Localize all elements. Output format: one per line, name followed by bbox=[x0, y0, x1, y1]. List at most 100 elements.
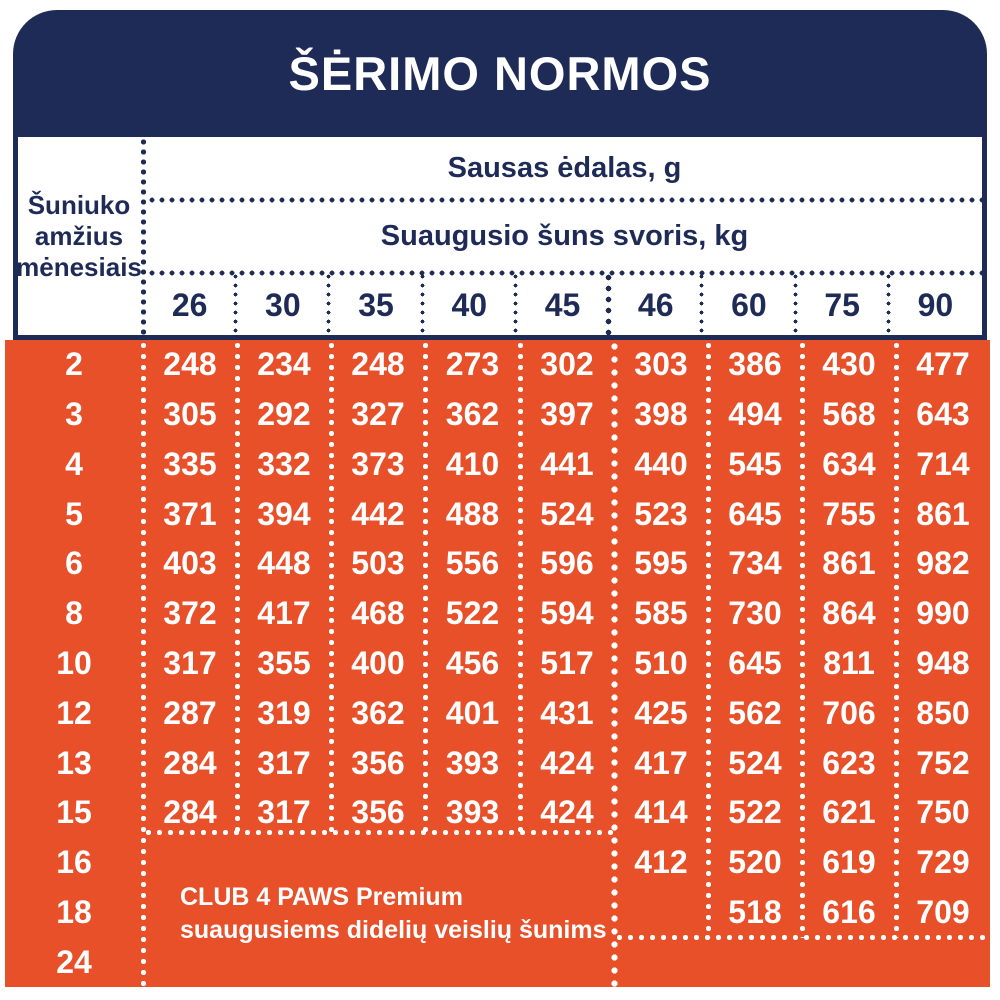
value-cell-6-26: 403 bbox=[163, 545, 217, 582]
value-cell-6-45: 596 bbox=[540, 545, 594, 582]
age-label-line: amžius bbox=[34, 220, 124, 251]
value-cell-10-30: 355 bbox=[257, 644, 311, 681]
age-cell-24: 24 bbox=[56, 943, 92, 980]
value-cell-8-45: 594 bbox=[540, 595, 594, 632]
value-cell-12-90: 850 bbox=[916, 694, 970, 731]
value-cell-13-40: 393 bbox=[445, 744, 500, 781]
weight-col-40: 40 bbox=[419, 272, 516, 339]
value-cell-15-60: 522 bbox=[728, 794, 782, 831]
dry-food-header: Sausas ėdalas, g bbox=[447, 152, 682, 184]
value-cell-4-45: 441 bbox=[540, 445, 594, 482]
value-cell-3-45: 397 bbox=[540, 396, 594, 433]
value-cell-6-75: 861 bbox=[822, 545, 876, 582]
value-cell-2-26: 248 bbox=[163, 346, 217, 383]
value-cell-5-45: 524 bbox=[540, 495, 594, 532]
value-cell-13-45: 424 bbox=[540, 744, 594, 781]
value-cell-18-60: 518 bbox=[728, 893, 782, 930]
age-cell-12: 12 bbox=[56, 694, 92, 731]
value-cell-13-26: 284 bbox=[163, 744, 217, 781]
value-cell-18-90: 709 bbox=[916, 893, 970, 930]
age-cell-18: 18 bbox=[56, 893, 92, 930]
age-cell-5: 5 bbox=[65, 495, 83, 532]
column-separator-dotted-line bbox=[893, 340, 900, 938]
weight-col-46: 46 bbox=[605, 272, 702, 339]
value-cell-15-90: 750 bbox=[916, 794, 970, 831]
value-cell-12-45: 431 bbox=[540, 694, 594, 731]
value-cell-15-35: 356 bbox=[351, 794, 405, 831]
value-cell-10-45: 517 bbox=[540, 644, 594, 681]
value-cell-12-40: 401 bbox=[445, 694, 500, 731]
age-cell-2: 2 bbox=[65, 346, 83, 383]
weight-col-45: 45 bbox=[512, 272, 609, 339]
value-cell-4-40: 410 bbox=[445, 445, 500, 482]
value-cell-8-30: 417 bbox=[257, 595, 311, 632]
value-cell-2-40: 273 bbox=[445, 346, 500, 383]
value-cell-6-35: 503 bbox=[351, 545, 405, 582]
value-cell-13-90: 752 bbox=[916, 744, 970, 781]
value-cell-3-40: 362 bbox=[445, 396, 500, 433]
value-cell-10-60: 645 bbox=[728, 644, 782, 681]
value-cell-8-35: 468 bbox=[351, 595, 405, 632]
value-cell-5-40: 488 bbox=[445, 495, 500, 532]
weight-col-90: 90 bbox=[885, 272, 982, 339]
value-cell-15-45: 424 bbox=[540, 794, 594, 831]
value-cell-10-35: 400 bbox=[351, 644, 405, 681]
age-label-line: Šuniuko bbox=[27, 189, 131, 220]
age-column-header: Šuniuko amžius mėnesiais bbox=[16, 137, 142, 335]
value-cell-6-60: 734 bbox=[728, 545, 782, 582]
note-line: CLUB 4 PAWS Premium bbox=[180, 883, 463, 911]
value-cell-15-30: 317 bbox=[257, 794, 311, 831]
value-cell-2-46: 303 bbox=[634, 346, 688, 383]
value-cell-8-90: 990 bbox=[916, 595, 970, 632]
value-cell-2-75: 430 bbox=[822, 346, 876, 383]
value-cell-5-26: 371 bbox=[163, 495, 217, 532]
value-cell-3-90: 643 bbox=[916, 396, 970, 433]
column-separator-dotted-line bbox=[328, 340, 335, 832]
weight-col-35: 35 bbox=[326, 272, 422, 339]
age-cell-10: 10 bbox=[56, 644, 92, 681]
value-cell-16-90: 729 bbox=[916, 844, 970, 881]
merged-cell-note: CLUB 4 PAWS Premium suaugusiems didelių … bbox=[180, 881, 620, 947]
age-cell-16: 16 bbox=[56, 844, 92, 881]
value-cell-8-26: 372 bbox=[163, 595, 217, 632]
value-cell-10-46: 510 bbox=[634, 644, 688, 681]
weight-col-60: 60 bbox=[699, 272, 795, 339]
value-cell-15-40: 393 bbox=[445, 794, 500, 831]
value-cell-2-30: 234 bbox=[257, 346, 311, 383]
table-header: Šuniuko amžius mėnesiais Sausas ėdalas, … bbox=[13, 137, 987, 340]
value-cell-3-26: 305 bbox=[163, 396, 217, 433]
title-band: ŠĖRIMO NORMOS bbox=[13, 10, 987, 137]
value-cell-12-46: 425 bbox=[634, 694, 688, 731]
value-cell-16-60: 520 bbox=[728, 844, 782, 881]
value-cell-2-45: 302 bbox=[540, 346, 594, 383]
value-cell-5-90: 861 bbox=[916, 495, 970, 532]
value-cell-12-75: 706 bbox=[822, 694, 876, 731]
value-cell-10-90: 948 bbox=[916, 644, 970, 681]
value-cell-5-46: 523 bbox=[634, 495, 688, 532]
value-cell-3-35: 327 bbox=[351, 396, 405, 433]
adult-weight-header: Suaugusio šuns svoris, kg bbox=[380, 220, 749, 252]
value-cell-8-40: 522 bbox=[445, 595, 500, 632]
value-cell-12-26: 287 bbox=[163, 694, 217, 731]
value-cell-16-46: 412 bbox=[634, 844, 688, 881]
value-cell-8-46: 585 bbox=[634, 595, 688, 632]
table-body-grid: CLUB 4 PAWS Premium suaugusiems didelių … bbox=[5, 340, 990, 987]
value-cell-15-26: 284 bbox=[163, 794, 217, 831]
column-separator-dotted-line bbox=[422, 340, 429, 832]
age-cell-8: 8 bbox=[65, 595, 83, 632]
value-cell-6-30: 448 bbox=[257, 545, 311, 582]
value-cell-13-35: 356 bbox=[351, 744, 405, 781]
value-cell-4-46: 440 bbox=[634, 445, 688, 482]
poster-title: ŠĖRIMO NORMOS bbox=[288, 47, 712, 100]
age-cell-3: 3 bbox=[65, 396, 83, 433]
value-cell-8-75: 864 bbox=[822, 595, 876, 632]
value-cell-13-60: 524 bbox=[728, 744, 782, 781]
age-cell-13: 13 bbox=[56, 744, 92, 781]
value-cell-10-26: 317 bbox=[163, 644, 217, 681]
column-separator-dotted-line bbox=[705, 340, 712, 938]
value-cell-5-75: 755 bbox=[822, 495, 876, 532]
column-separator-dotted-line bbox=[517, 340, 524, 832]
value-cell-4-30: 332 bbox=[257, 445, 311, 482]
value-cell-5-60: 645 bbox=[728, 495, 782, 532]
